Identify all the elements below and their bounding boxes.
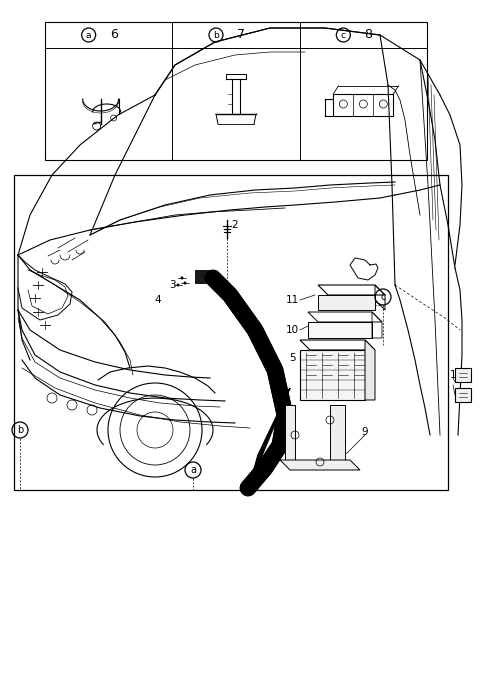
Text: c: c [341, 30, 346, 40]
Text: 5: 5 [288, 353, 295, 363]
FancyBboxPatch shape [455, 388, 471, 402]
Polygon shape [330, 405, 345, 460]
Polygon shape [248, 388, 290, 490]
Text: b: b [213, 30, 219, 40]
Circle shape [180, 276, 183, 280]
Polygon shape [285, 405, 295, 460]
Text: a: a [190, 465, 196, 475]
Text: 8: 8 [364, 28, 372, 42]
Polygon shape [300, 350, 365, 400]
Text: 3: 3 [168, 280, 175, 290]
Text: a: a [86, 30, 91, 40]
Text: 9: 9 [362, 427, 368, 437]
Text: 1: 1 [450, 370, 456, 380]
Polygon shape [280, 460, 360, 470]
Circle shape [183, 282, 187, 284]
Text: 2: 2 [232, 220, 238, 230]
Polygon shape [318, 295, 375, 310]
Text: c: c [380, 292, 386, 302]
Polygon shape [308, 322, 372, 338]
Text: 4: 4 [155, 295, 161, 305]
FancyBboxPatch shape [455, 368, 471, 382]
Text: 10: 10 [286, 325, 299, 335]
Text: b: b [17, 425, 23, 435]
Text: 6: 6 [110, 28, 118, 42]
Circle shape [177, 284, 180, 286]
FancyBboxPatch shape [195, 270, 213, 283]
Polygon shape [365, 340, 375, 400]
Text: 7: 7 [237, 28, 245, 42]
Text: 11: 11 [286, 295, 299, 305]
